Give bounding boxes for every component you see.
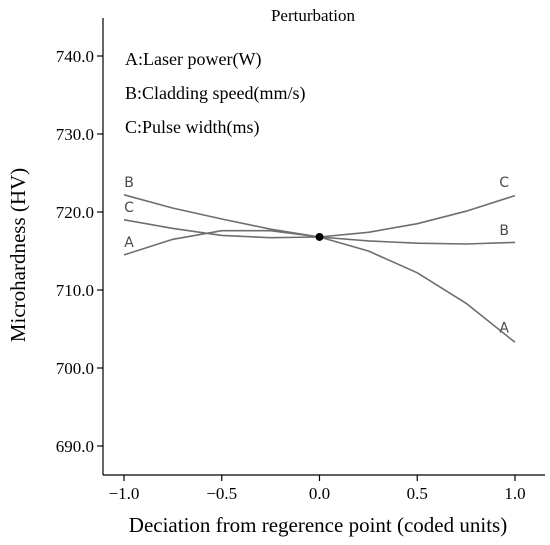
y-axis-label: Microhardness (HV) xyxy=(6,168,30,342)
curve-label-b: B xyxy=(124,175,134,191)
y-tick-label: 710.0 xyxy=(56,281,94,300)
x-tick-label: −1.0 xyxy=(109,484,140,503)
y-axis-ticks: 690.0 700.0 710.0 720.0 730.0 740.0 xyxy=(56,47,103,456)
y-tick-label: 700.0 xyxy=(56,359,94,378)
reference-point xyxy=(315,232,324,241)
curve-label-a: A xyxy=(499,321,509,337)
legend-entry-c: C:Pulse width(ms) xyxy=(125,117,260,138)
y-tick-label: 730.0 xyxy=(56,125,94,144)
x-tick-label: 0.5 xyxy=(407,484,428,503)
x-tick-label: 0.0 xyxy=(309,484,330,503)
curve-label-a: A xyxy=(124,235,134,251)
series-layer xyxy=(123,194,516,343)
x-tick-label: −0.5 xyxy=(206,484,237,503)
legend: A:Laser power(W) B:Cladding speed(mm/s) … xyxy=(125,49,305,138)
y-tick-label: 720.0 xyxy=(56,203,94,222)
x-tick-label: 1.0 xyxy=(504,484,525,503)
curve-label-b: B xyxy=(499,223,509,239)
y-tick-label: 690.0 xyxy=(56,437,94,456)
series-a-line xyxy=(123,229,516,343)
x-axis-ticks: −1.0 −0.5 0.0 0.5 1.0 xyxy=(109,475,526,503)
legend-entry-a: A:Laser power(W) xyxy=(125,49,261,70)
y-tick-label: 740.0 xyxy=(56,47,94,66)
series-c-line xyxy=(123,194,516,239)
x-axis-label: Deciation from regerence point (coded un… xyxy=(129,513,507,537)
legend-entry-b: B:Cladding speed(mm/s) xyxy=(125,83,305,104)
chart-title: Perturbation xyxy=(271,6,356,25)
curve-label-c: C xyxy=(124,200,134,216)
curve-label-c: C xyxy=(499,175,509,191)
